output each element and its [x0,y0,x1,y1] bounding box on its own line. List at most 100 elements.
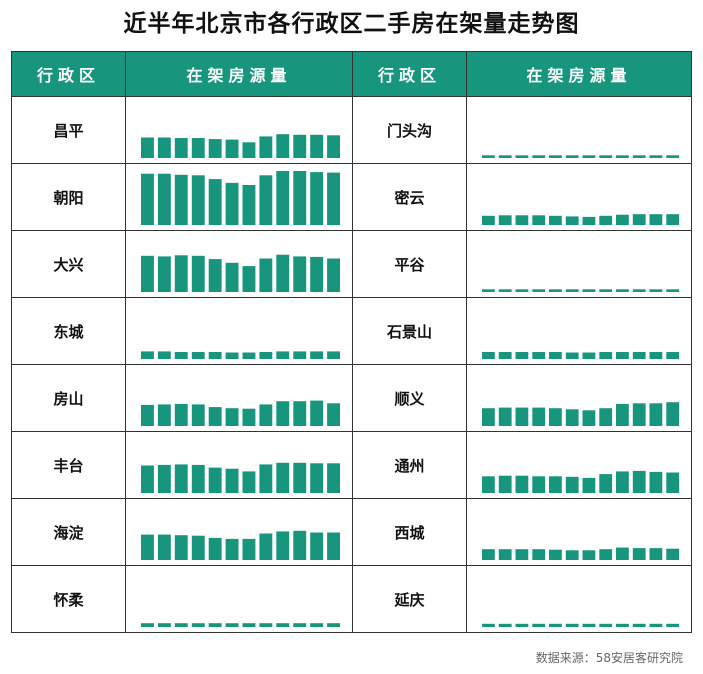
sparkline-bar [532,549,546,560]
sparkline-bar [174,403,188,426]
sparkline-bar [191,535,205,560]
sparkline-bar [293,256,307,292]
sparkline-bar [174,255,188,292]
sparkline-bar [482,215,495,225]
header-district-left: 行政区 [12,52,125,96]
sparkline-bar [174,352,188,359]
sparkline-bar [582,477,596,493]
sparkline-bar [293,351,307,359]
sparkline-bar [565,623,579,627]
sparkline-bar [293,401,307,426]
district-name: 延庆 [394,590,425,609]
sparkline-bar [157,351,171,359]
sparkline-bar [599,352,613,359]
sparkline-bar [310,256,324,292]
district-sparkline [141,462,340,493]
sparkline-bar [242,623,256,627]
header-listings-left: 在架房源量 [126,52,352,96]
sparkline-bar [565,155,579,158]
district-sparkline [141,134,340,158]
sparkline-bar [191,138,205,158]
sparkline-bar [616,547,629,560]
sparkline-bar [293,530,307,560]
grid-hline [12,96,691,97]
sparkline-bar [532,155,546,158]
sparkline-bar [242,185,256,225]
sparkline-bar [225,468,239,493]
sparkline-bar [666,623,680,627]
sparkline-bar [482,408,495,426]
sparkline-bar [632,214,646,225]
sparkline-bar [174,138,188,158]
district-name: 密云 [394,188,425,207]
district-sparkline [141,623,340,627]
sparkline-bar [259,352,273,359]
sparkline-bar [327,463,340,493]
sparkline-bar [225,408,239,426]
sparkline-bar [565,216,579,225]
sparkline-bar [157,256,171,292]
district-name: 房山 [53,389,84,408]
sparkline-bar [141,623,154,627]
sparkline-bar [242,408,256,426]
sparkline-bar [141,465,154,493]
district-sparkline [141,400,340,426]
sparkline-bar [191,175,205,225]
sparkline-bar [666,548,680,560]
sparkline-bar [599,215,613,225]
sparkline-bar [482,476,495,493]
sparkline-bar [191,464,205,493]
sparkline-bar [649,548,663,560]
district-sparkline [141,254,340,292]
sparkline-bar [293,623,307,627]
district-sparkline [482,623,680,627]
sparkline-bar [599,474,613,493]
sparkline-bar [482,549,495,560]
sparkline-bar [242,352,256,359]
sparkline-bar [649,352,663,359]
sparkline-bar [498,407,512,426]
sparkline-bar [515,407,529,426]
sparkline-bar [482,289,495,292]
grid-vline [466,52,467,632]
sparkline-bar [666,352,680,359]
grid-hline [12,498,691,499]
sparkline-bar [141,534,154,560]
sparkline-bar [582,352,596,359]
sparkline-bar [532,476,546,493]
district-table: 行政区 在架房源量 行政区 在架房源量 昌平 门头沟 朝阳 密云 大兴 平谷 东城 石景山 房山… [11,51,692,633]
sparkline-bar [225,182,239,225]
sparkline-bar [327,532,340,560]
district-name: 昌平 [53,121,84,140]
sparkline-bar [191,404,205,426]
sparkline-bar [515,549,529,560]
sparkline-bar [157,173,171,225]
sparkline-bar [310,463,324,493]
district-name: 通州 [394,456,425,475]
sparkline-bar [293,171,307,225]
sparkline-bar [582,550,596,560]
sparkline-bar [482,623,495,627]
sparkline-bar [666,402,680,426]
sparkline-bar [565,476,579,493]
sparkline-bar [208,259,222,292]
sparkline-bar [649,214,663,225]
sparkline-bar [157,534,171,560]
sparkline-bar [225,538,239,560]
sparkline-bar [310,623,324,627]
sparkline-bar [498,155,512,158]
sparkline-bar [141,351,154,359]
sparkline-bar [327,135,340,158]
district-name: 石景山 [386,322,432,341]
sparkline-bar [649,155,663,158]
grid-hline [12,230,691,231]
sparkline-bar [599,549,613,560]
sparkline-bar [208,623,222,627]
sparkline-bar [208,537,222,560]
grid-hline [12,297,691,298]
sparkline-bar [327,172,340,225]
sparkline-bar [616,623,629,627]
sparkline-bar [327,403,340,426]
sparkline-bar [498,215,512,225]
sparkline-bar [327,351,340,359]
